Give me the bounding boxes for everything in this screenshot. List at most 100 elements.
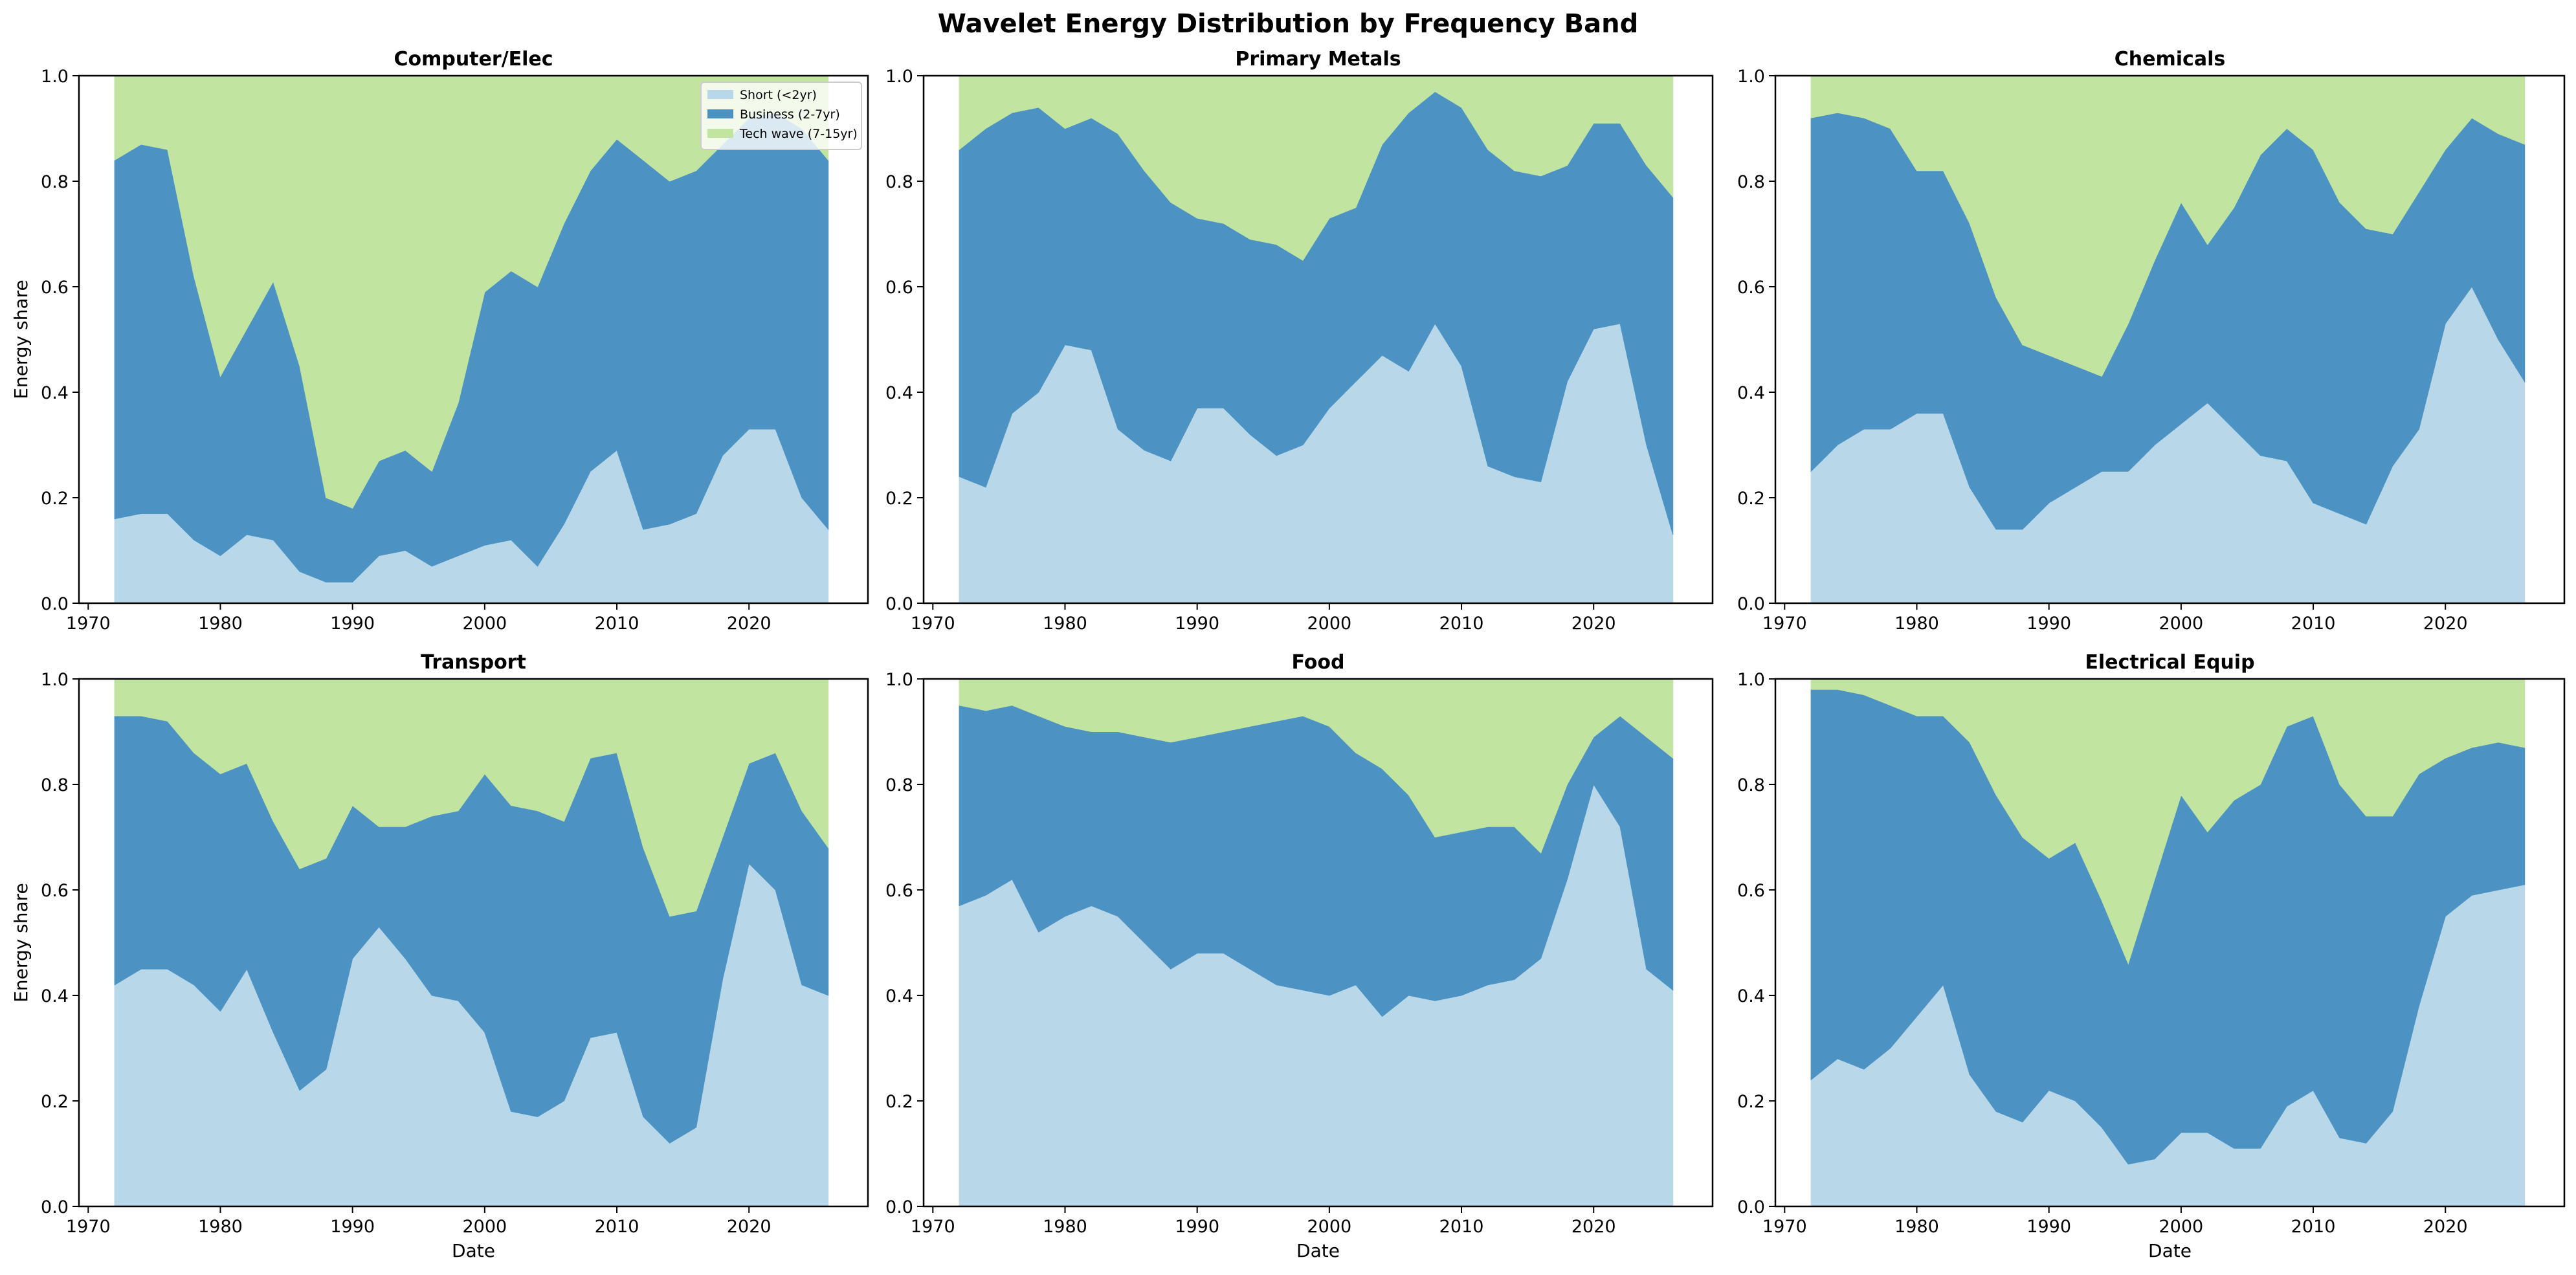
subplot-computer-elec: 1970 1980 1990 2000 2010 2020 0.0 0.2 0.4 0.6 0.8 1…	[10, 48, 869, 634]
y-tick-label: 0.0	[1737, 1197, 1765, 1217]
y-tick-label: 1.0	[41, 67, 69, 87]
y-tick-label: 0.2	[885, 1092, 913, 1112]
y-tick-label: 0.2	[1737, 489, 1765, 509]
y-tick-label: 0.8	[41, 775, 69, 795]
y-tick-label: 0.4	[885, 986, 913, 1006]
x-tick-label: 2020	[2423, 1217, 2468, 1237]
x-tick-label: 2000	[1307, 1217, 1351, 1237]
legend-label: Short (<2yr)	[740, 88, 817, 102]
y-tick-label: 0.6	[41, 881, 69, 901]
x-tick-label: 1980	[1043, 1217, 1087, 1237]
legend: Short (<2yr) Business (2-7yr) Tech wave (7…	[700, 82, 862, 150]
x-axis-label: Date	[452, 1240, 495, 1261]
y-tick-label: 1.0	[1737, 670, 1765, 690]
x-tick-label: 1980	[198, 1217, 243, 1237]
y-tick-label: 0.2	[885, 489, 913, 509]
y-tick-label: 0.8	[1737, 172, 1765, 192]
y-axis-label: Energy share	[10, 280, 32, 399]
x-tick-label: 2020	[1571, 1217, 1616, 1237]
legend-box	[700, 82, 862, 150]
axes-frame	[922, 678, 1714, 1208]
x-tick-label: 2000	[1307, 614, 1351, 634]
y-tick-label: 0.0	[41, 1197, 69, 1217]
axes-frame	[922, 74, 1714, 604]
legend-swatch	[707, 129, 733, 138]
y-tick-label: 0.0	[1737, 594, 1765, 614]
subplot-chemicals: 1970 1980 1990 2000 2010 2020 0.0 0.2 0.4 0.6 0.8 1…	[1737, 48, 2566, 634]
x-tick-label: 1990	[330, 614, 375, 634]
x-axis-label: Date	[1296, 1240, 1340, 1261]
y-tick-label: 0.6	[1737, 278, 1765, 298]
x-tick-label: 2000	[462, 614, 507, 634]
x-tick-label: 2010	[1439, 1217, 1484, 1237]
y-tick-label: 0.0	[41, 594, 69, 614]
legend-label: Tech wave (7-15yr)	[739, 127, 858, 141]
y-tick-label: 0.8	[1737, 775, 1765, 795]
x-tick-label: 2020	[727, 614, 772, 634]
x-tick-label: 2020	[727, 1217, 772, 1237]
x-tick-label: 1980	[1894, 614, 1939, 634]
y-tick-label: 0.4	[1737, 383, 1765, 403]
x-tick-label: 1970	[911, 614, 955, 634]
subplot-title: Electrical Equip	[2085, 651, 2254, 674]
x-tick-label: 1980	[1043, 614, 1087, 634]
y-tick-label: 0.0	[885, 594, 913, 614]
y-tick-label: 0.8	[885, 775, 913, 795]
x-tick-label: 2000	[462, 1217, 507, 1237]
x-tick-label: 1980	[1894, 1217, 1939, 1237]
x-tick-label: 2010	[1439, 614, 1484, 634]
y-tick-label: 0.6	[885, 881, 913, 901]
x-tick-label: 1980	[198, 614, 243, 634]
x-axis-label: Date	[2148, 1240, 2192, 1261]
axes-frame	[1774, 74, 2566, 604]
axes-frame	[78, 678, 869, 1208]
y-tick-label: 0.4	[41, 986, 69, 1006]
legend-label: Business (2-7yr)	[740, 107, 840, 122]
subplot-electrical-equip: 1970 1980 1990 2000 2010 2020 0.0 0.2 0.4 0.6 0.8 1…	[1737, 651, 2566, 1261]
subplot-transport: 1970 1980 1990 2000 2010 2020 0.0 0.2 0.4 0.6 0.8 1…	[10, 651, 869, 1261]
axes-frame	[78, 74, 869, 604]
x-tick-label: 1990	[2026, 1217, 2071, 1237]
figure-title: Wavelet Energy Distribution by Frequency…	[938, 9, 1638, 39]
legend-swatch	[707, 109, 733, 118]
subplot-title: Food	[1292, 651, 1345, 674]
y-tick-label: 0.2	[41, 489, 69, 509]
y-tick-label: 0.8	[41, 172, 69, 192]
y-tick-label: 1.0	[885, 670, 913, 690]
x-tick-label: 2010	[2291, 1217, 2336, 1237]
x-tick-label: 1970	[66, 614, 111, 634]
x-tick-label: 2010	[595, 1217, 639, 1237]
y-tick-label: 0.4	[41, 383, 69, 403]
y-tick-label: 0.0	[885, 1197, 913, 1217]
y-tick-label: 0.6	[41, 278, 69, 298]
y-tick-label: 0.2	[41, 1092, 69, 1112]
x-tick-label: 1990	[2026, 614, 2071, 634]
y-axis-label: Energy share	[10, 883, 32, 1003]
x-tick-label: 1970	[911, 1217, 955, 1237]
subplot-title: Chemicals	[2115, 48, 2225, 71]
subplot-primary-metals: 1970 1980 1990 2000 2010 2020 0.0 0.2 0.4 0.6 0.8 1…	[885, 48, 1714, 634]
x-tick-label: 2000	[2159, 614, 2203, 634]
y-tick-label: 0.4	[885, 383, 913, 403]
x-tick-label: 1990	[1175, 614, 1219, 634]
subplot-food: 1970 1980 1990 2000 2010 2020 0.0 0.2 0.4 0.6 0.8 1…	[885, 651, 1714, 1261]
x-tick-label: 2010	[2291, 614, 2336, 634]
x-tick-label: 2010	[595, 614, 639, 634]
y-tick-label: 1.0	[1737, 67, 1765, 87]
axes-frame	[1774, 678, 2566, 1208]
x-tick-label: 2020	[2423, 614, 2468, 634]
x-tick-label: 2000	[2159, 1217, 2203, 1237]
y-tick-label: 0.2	[1737, 1092, 1765, 1112]
y-tick-label: 0.6	[1737, 881, 1765, 901]
x-tick-label: 2020	[1571, 614, 1616, 634]
subplot-title: Computer/Elec	[394, 48, 553, 71]
y-tick-label: 1.0	[885, 67, 913, 87]
y-tick-label: 0.6	[885, 278, 913, 298]
y-tick-label: 0.8	[885, 172, 913, 192]
y-tick-label: 0.4	[1737, 986, 1765, 1006]
x-tick-label: 1970	[1762, 614, 1807, 634]
x-tick-label: 1970	[1762, 1217, 1807, 1237]
legend-swatch	[707, 90, 733, 99]
subplot-title: Transport	[421, 651, 526, 674]
